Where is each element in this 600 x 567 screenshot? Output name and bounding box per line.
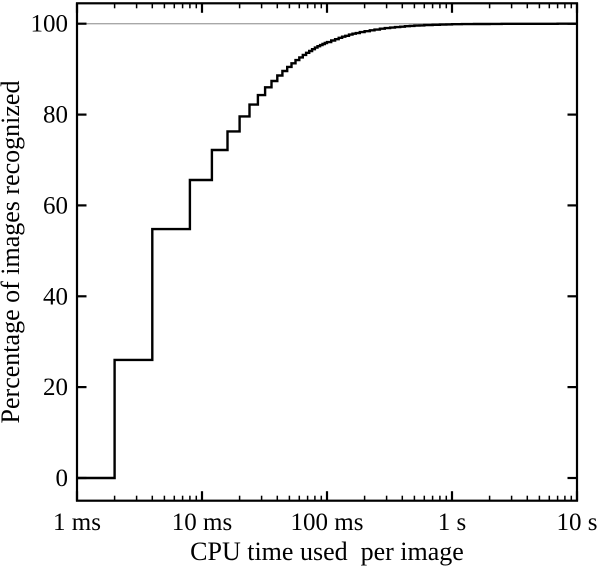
x-tick-label: 10 s [557, 509, 598, 536]
cdf-curve [77, 22, 577, 480]
x-tick-label: 1 ms [53, 509, 101, 536]
y-tick-label: 0 [56, 465, 69, 492]
x-axis-title: CPU time used per image [190, 537, 464, 566]
y-tick-label: 80 [43, 102, 68, 129]
x-tick-label: 10 ms [172, 509, 232, 536]
x-tick-label: 100 ms [291, 509, 364, 536]
y-tick-label: 60 [43, 192, 68, 219]
y-tick-label: 20 [43, 374, 68, 401]
y-tick-label: 100 [31, 11, 69, 38]
y-axis-title: Percentage of images recognized [0, 81, 25, 424]
chart-layers: 1 ms 10 ms 100 ms 1 s 10 s 0 20 40 60 80 100 [31, 2, 598, 536]
x-tick-label: 1 s [438, 509, 466, 536]
plot-frame [75, 2, 579, 502]
y-tick-label: 40 [43, 283, 68, 310]
